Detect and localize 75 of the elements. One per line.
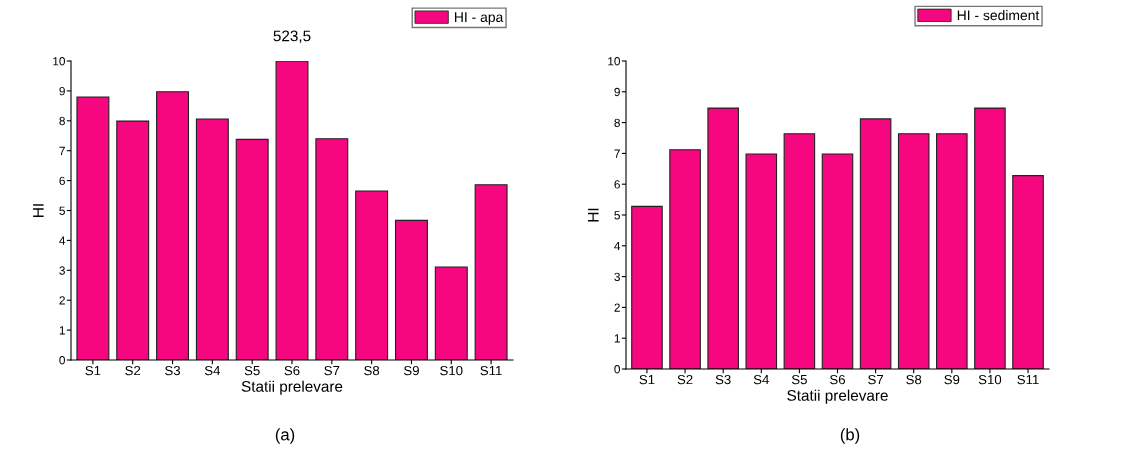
y-tick-label: 5 xyxy=(59,206,65,215)
bar xyxy=(1012,175,1044,369)
y-tick-label: 4 xyxy=(59,236,66,245)
y-tick-label: 1 xyxy=(614,334,620,343)
x-tick-label: S4 xyxy=(204,365,221,376)
y-tick-label: 3 xyxy=(614,272,620,281)
x-tick-label: S7 xyxy=(868,374,884,385)
y-tick-label: 7 xyxy=(59,146,65,155)
y-tick-label: 10 xyxy=(608,57,620,66)
y-tick-label: 6 xyxy=(59,176,65,185)
y-tick-label: 0 xyxy=(614,365,620,374)
bar xyxy=(707,107,739,369)
bar xyxy=(116,120,150,360)
y-tick-label: 8 xyxy=(614,118,620,127)
bar xyxy=(76,96,110,360)
x-tick-label: S4 xyxy=(753,374,769,385)
annotation: 523,5 xyxy=(273,30,311,44)
x-tick-label: S8 xyxy=(906,374,922,385)
x-tick-label: S6 xyxy=(284,365,300,376)
x-tick-label: S8 xyxy=(364,365,380,376)
x-tick-label: S11 xyxy=(480,365,502,376)
y-tick-label: 4 xyxy=(614,241,621,251)
bar xyxy=(394,219,428,360)
x-tick-label: S7 xyxy=(324,365,340,376)
x-tick-label: S9 xyxy=(403,365,419,376)
x-tick-label: S6 xyxy=(830,374,845,385)
y-tick-label: 8 xyxy=(59,116,65,126)
bar xyxy=(235,138,269,360)
x-tick-label: S2 xyxy=(677,374,693,385)
y-tick-label: 6 xyxy=(614,180,620,189)
bar xyxy=(474,184,508,360)
y-tick-label: 9 xyxy=(59,86,65,96)
bar xyxy=(315,138,349,360)
y-tick-label: 10 xyxy=(53,57,65,66)
x-tick-label: S1 xyxy=(85,365,101,376)
bar xyxy=(783,133,816,369)
y-axis-title: HI xyxy=(588,208,599,222)
y-tick-label: 0 xyxy=(59,356,65,365)
legend-label: HI - sediment xyxy=(957,10,1040,21)
legend-label: HI - apa xyxy=(455,12,504,25)
y-tick-label: 2 xyxy=(59,296,65,305)
bar xyxy=(974,107,1006,369)
bar xyxy=(745,153,778,369)
x-tick-label: S9 xyxy=(944,374,960,385)
x-axis-title: Statii prelevare xyxy=(241,380,343,395)
y-tick-label: 3 xyxy=(59,266,65,275)
y-tick-label: 5 xyxy=(614,211,620,220)
bar xyxy=(859,118,892,369)
y-tick-label: 2 xyxy=(614,303,620,312)
bar xyxy=(821,153,854,369)
bar xyxy=(355,190,389,360)
bar xyxy=(669,149,701,369)
x-tick-label: S5 xyxy=(244,365,260,376)
text: (a) xyxy=(275,428,295,444)
bar xyxy=(936,133,968,369)
bar xyxy=(156,91,190,360)
x-tick-label: S1 xyxy=(639,374,655,385)
x-tick-label: S11 xyxy=(1017,374,1039,385)
x-tick-label: S2 xyxy=(125,365,141,376)
bar xyxy=(275,61,309,360)
x-tick-label: S5 xyxy=(791,374,807,385)
y-tick-label: 9 xyxy=(614,87,620,97)
y-tick-label: 1 xyxy=(59,326,65,335)
text: (b) xyxy=(840,428,860,444)
x-axis-title: Statii prelevare xyxy=(787,389,888,404)
bar xyxy=(434,266,468,360)
x-tick-label: S3 xyxy=(165,365,181,376)
bar xyxy=(631,205,663,369)
y-tick-label: 7 xyxy=(614,149,620,158)
bar xyxy=(195,118,229,360)
y-axis-title: HI xyxy=(33,204,44,217)
x-tick-label: S10 xyxy=(440,365,463,376)
x-tick-label: S10 xyxy=(978,374,1002,385)
bar xyxy=(897,133,930,369)
x-tick-label: S3 xyxy=(715,374,731,385)
